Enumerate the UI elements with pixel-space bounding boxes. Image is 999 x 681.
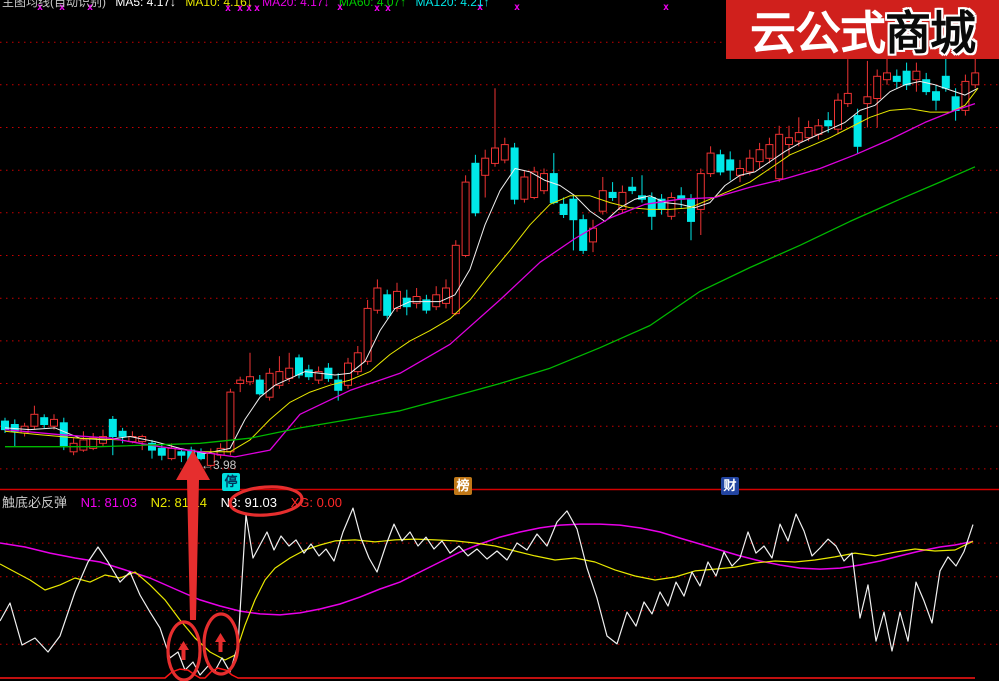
candle-down	[40, 417, 49, 426]
candle-up	[353, 352, 362, 373]
candle-down	[716, 154, 725, 173]
candle-down	[334, 379, 343, 391]
candle-up	[794, 132, 803, 142]
candle-down	[559, 203, 568, 216]
candle-down	[932, 91, 940, 101]
sell-mark-icon: x	[225, 3, 231, 14]
n3-white	[0, 507, 974, 676]
candle-up	[961, 80, 970, 111]
candle-down	[647, 197, 656, 217]
sell-mark-icon: x	[385, 3, 391, 14]
candle-up	[540, 173, 548, 192]
candle-up	[520, 176, 529, 200]
candle-up	[275, 371, 284, 386]
candle-up	[804, 127, 813, 139]
sell-mark-icon: x	[337, 2, 343, 13]
n2-yellow	[0, 538, 974, 661]
ma10-yellow	[4, 87, 979, 453]
candle-up	[618, 191, 627, 210]
candle-down	[608, 191, 617, 198]
candle-up	[491, 147, 499, 164]
sell-mark-icon: x	[37, 2, 43, 13]
candle-down	[304, 369, 313, 378]
candle-up	[834, 99, 842, 130]
candle-up	[912, 70, 921, 81]
candle-down	[922, 79, 931, 93]
candle-up	[481, 157, 490, 176]
candle-down	[853, 115, 862, 147]
candle-up	[775, 133, 784, 180]
candle-up	[883, 72, 891, 81]
sell-mark-icon: x	[59, 2, 65, 13]
sell-mark-icon: x	[663, 2, 669, 13]
candle-up	[69, 442, 78, 453]
buy-signal-arrow-icon	[178, 641, 189, 660]
candle-down	[177, 451, 186, 456]
candle-down	[824, 120, 833, 127]
candle-up	[873, 75, 882, 100]
candle-down	[255, 379, 264, 395]
ma60-green	[5, 166, 976, 448]
sell-mark-icon: x	[246, 3, 252, 14]
candle-up	[755, 149, 764, 163]
ma20-magenta	[4, 102, 976, 458]
candle-up	[89, 437, 98, 449]
sell-mark-icon: x	[254, 3, 260, 14]
sell-mark-icon: x	[237, 3, 243, 14]
candle-up	[785, 137, 793, 145]
candle-up	[432, 294, 441, 308]
candle-down	[118, 430, 127, 437]
candle-down	[157, 447, 166, 456]
candle-up	[393, 290, 401, 309]
candle-up	[30, 413, 39, 427]
candle-up	[765, 144, 774, 159]
candle-up	[265, 372, 274, 398]
ma5-white	[4, 80, 979, 454]
candle-up	[843, 92, 852, 105]
candle-up	[667, 197, 676, 217]
candle-down	[569, 198, 578, 221]
candle-down	[628, 186, 637, 192]
candle-up	[863, 96, 872, 105]
candle-up	[706, 152, 715, 175]
candle-down	[148, 442, 156, 451]
candle-down	[402, 297, 411, 308]
candle-up	[50, 418, 58, 427]
signal-circle-annotation	[202, 612, 240, 676]
candle-down	[108, 418, 117, 437]
candle-up	[500, 144, 509, 161]
big-up-arrow-annotation	[176, 450, 210, 620]
candle-up	[412, 296, 421, 304]
sell-mark-icon: x	[87, 2, 93, 13]
sell-mark-icon: x	[374, 3, 380, 14]
candle-up	[373, 287, 382, 311]
buy-signal-arrow-icon	[215, 633, 226, 652]
candle-down	[383, 294, 392, 316]
candle-down	[324, 367, 333, 379]
candle-up	[745, 157, 754, 173]
signal-circle-annotation	[166, 620, 202, 681]
sell-mark-icon: x	[477, 2, 483, 13]
candle-down	[422, 299, 431, 311]
candle-up	[971, 72, 980, 86]
xg-circle-annotation	[228, 485, 304, 517]
candle-down	[471, 162, 480, 214]
candle-up	[314, 371, 323, 381]
sell-mark-icon: x	[514, 2, 520, 13]
candle-up	[79, 439, 88, 451]
candle-up	[246, 376, 254, 383]
candle-down	[726, 159, 735, 171]
candle-up	[236, 379, 245, 385]
candle-up	[442, 287, 450, 304]
candle-down	[892, 75, 901, 82]
candle-down	[295, 357, 303, 376]
candle-up	[696, 173, 705, 210]
candle-up	[363, 307, 372, 362]
candle-up	[530, 171, 539, 198]
candle-up	[461, 181, 470, 257]
